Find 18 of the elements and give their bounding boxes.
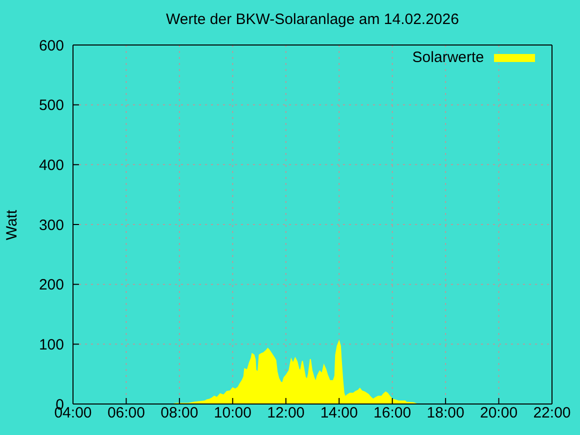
x-tick-label: 10:00 [214,404,252,422]
x-tick-label: 22:00 [533,404,571,422]
x-tick-label: 12:00 [267,404,305,422]
x-tick-label: 18:00 [426,404,464,422]
x-tick-label: 14:00 [320,404,358,422]
chart-title: Werte der BKW-Solaranlage am 14.02.2026 [165,11,460,28]
y-tick-label: 200 [38,276,64,294]
x-tick-label: 20:00 [480,404,518,422]
y-tick-label: 300 [38,216,64,234]
x-tick-label: 06:00 [107,404,145,422]
y-tick-label: 400 [38,156,64,174]
x-tick-label: 08:00 [160,404,198,422]
y-tick-label: 500 [38,97,64,114]
y-tick-label: 100 [38,336,64,354]
y-axis-title: Watt [4,209,20,240]
legend-label: Solarwerte [412,49,484,66]
x-tick-label: 16:00 [374,404,412,422]
y-tick-label: 600 [38,37,64,54]
